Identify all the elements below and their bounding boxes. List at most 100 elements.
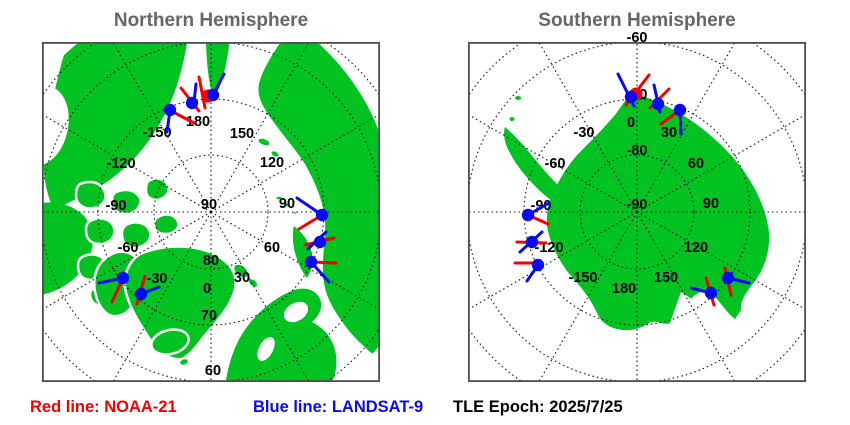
land-shape-severnaya-zemlya-2 <box>269 148 281 160</box>
landsat9-position-dot <box>315 208 329 222</box>
meridian-ray <box>210 42 310 213</box>
south-map-svg: 0306090120150180-150-120-90-60-30-70-80-… <box>467 30 807 383</box>
satellite-marker <box>163 103 196 134</box>
southern-hemisphere-map: 0306090120150180-150-120-90-60-30-70-80-… <box>467 30 807 383</box>
graticule-label: 180 <box>612 281 636 297</box>
landsat9-position-dot <box>531 258 545 272</box>
satellite-marker <box>521 201 551 226</box>
graticule-label: 0 <box>203 281 211 297</box>
meridian-ray <box>112 211 212 382</box>
legend-red-line-noaa21: Red line: NOAA-21 <box>30 398 177 416</box>
graticule-label: -150 <box>142 125 171 141</box>
graticule-label: -80 <box>627 143 648 159</box>
land-shape-severnaya-zemlya <box>256 136 272 148</box>
graticule-label: 120 <box>684 240 708 256</box>
land-shape-island-speck-2 <box>509 117 515 121</box>
satellite-marker <box>197 72 226 110</box>
graticule-label: 60 <box>688 156 704 172</box>
landsat9-position-dot <box>313 235 327 249</box>
satellite-marker <box>97 271 130 304</box>
land-shape-alaska <box>43 42 188 210</box>
land-layer <box>42 42 380 382</box>
graticule-label: 150 <box>654 270 678 286</box>
north-map-svg: 180 150 120 90 60 30 0 -30 -60 -90 -120 -150 90 80 70 6… <box>41 41 381 383</box>
graticule-label: 180 <box>186 114 210 130</box>
graticule-label: 120 <box>260 155 284 171</box>
graticule-label: 80 <box>203 253 219 269</box>
satellite-marker <box>515 230 548 254</box>
graticule-label: 90 <box>703 196 719 212</box>
land-shape-faroe-islands <box>180 359 188 365</box>
map-frame <box>467 41 807 383</box>
map-clip-group: 0306090120150180-150-120-90-60-30-70-80-… <box>468 42 806 382</box>
land-shape-ross-sea-notch <box>666 292 698 336</box>
noaa21-track-segment <box>171 110 196 125</box>
graticule-label: -60 <box>545 156 566 172</box>
satellite-marker <box>179 82 201 113</box>
noaa21-track-segment <box>197 75 207 110</box>
graticule-label: 150 <box>230 126 254 142</box>
graticule-label: -120 <box>106 156 135 172</box>
map-clip-group: 180 150 120 90 60 30 0 -30 -60 -90 -120 -150 90 80 70 6… <box>42 42 380 382</box>
landsat9-position-dot <box>651 97 665 111</box>
land-shape-franz-josef-2 <box>282 201 292 209</box>
landsat9-position-dot <box>134 287 148 301</box>
satellite-marker <box>659 103 687 136</box>
graticule-label: 60 <box>264 240 280 256</box>
meridian-ray <box>538 211 638 382</box>
meridian-ray <box>468 211 638 311</box>
meridian-ray <box>210 113 380 213</box>
legend-tle-epoch: TLE Epoch: 2025/7/25 <box>453 398 623 416</box>
satellite-markers-layer <box>97 72 338 306</box>
land-shape-white-sea <box>283 301 309 323</box>
southern-hemisphere-title: Southern Hemisphere <box>538 10 736 31</box>
legend-blue-line-landsat9: Blue line: LANDSAT-9 <box>253 398 424 416</box>
meridian-ray <box>538 42 638 213</box>
land-shape-gulf-of-bothnia <box>257 337 275 361</box>
satellite-marker <box>295 196 329 231</box>
graticule-label: 90 <box>279 196 295 212</box>
landsat9-position-dot <box>704 286 718 300</box>
latitude-circle <box>579 154 695 270</box>
satellite-marker <box>134 274 161 306</box>
satellite-marker <box>303 230 336 251</box>
meridian-ray <box>210 211 380 311</box>
meridian-ray <box>636 211 736 382</box>
northern-hemisphere-title: Northern Hemisphere <box>113 10 309 31</box>
meridian-ray <box>636 42 736 213</box>
land-shape-bering-sea <box>42 86 69 166</box>
land-shape-antarctic-peninsula <box>504 127 566 207</box>
meridian-ray <box>636 113 806 213</box>
graticule-label: -90 <box>627 197 648 213</box>
graticule-label: 70 <box>201 308 217 324</box>
meridian-ray <box>210 211 310 382</box>
meridian-ray <box>468 113 638 213</box>
landsat9-position-dot <box>525 235 539 249</box>
graticule-label: -60 <box>118 240 139 256</box>
latitude-circle <box>153 154 269 270</box>
meridian-ray <box>636 211 806 311</box>
satellite-markers-layer <box>513 72 751 307</box>
graticule-label: -150 <box>568 270 597 286</box>
satellite-marker <box>721 266 751 297</box>
graticule-label: -30 <box>574 125 595 141</box>
meridian-ray <box>42 113 212 213</box>
satellite-marker <box>689 276 718 307</box>
landsat9-position-dot <box>673 103 687 117</box>
graticule-label: 60 <box>205 363 221 379</box>
graticule-label: -30 <box>147 271 168 287</box>
meridian-ray <box>112 42 212 213</box>
landsat9-position-dot <box>624 90 638 104</box>
land-shape-franz-josef-1 <box>273 194 285 202</box>
graticule-label: 90 <box>201 197 217 213</box>
graticule-label: -90 <box>106 198 127 214</box>
landsat9-position-dot <box>304 255 318 269</box>
graticule-label: 30 <box>234 270 250 286</box>
map-frame <box>41 41 381 383</box>
land-shape-svalbard <box>231 262 251 280</box>
satellite-marker <box>304 255 338 284</box>
landsat9-position-dot <box>521 208 535 222</box>
graticule-label: 30 <box>661 125 677 141</box>
landsat9-position-dot <box>185 96 199 110</box>
